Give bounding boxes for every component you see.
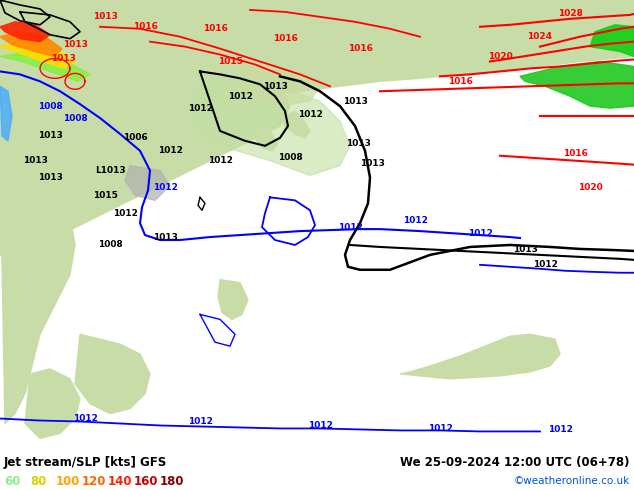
Text: 80: 80: [30, 474, 46, 488]
Text: 1016: 1016: [448, 77, 472, 86]
Text: 140: 140: [108, 474, 133, 488]
Text: 1012: 1012: [403, 216, 427, 225]
Text: 1012: 1012: [207, 156, 233, 165]
Polygon shape: [520, 61, 634, 108]
Polygon shape: [400, 334, 560, 379]
Text: 1012: 1012: [548, 425, 573, 434]
Polygon shape: [0, 22, 50, 42]
Polygon shape: [75, 334, 150, 414]
Polygon shape: [590, 25, 634, 56]
Polygon shape: [0, 156, 75, 423]
Polygon shape: [252, 126, 278, 151]
Text: 120: 120: [82, 474, 107, 488]
Polygon shape: [0, 42, 75, 69]
Text: 1012: 1012: [427, 424, 453, 433]
Text: 1013: 1013: [93, 12, 117, 22]
Text: 160: 160: [134, 474, 158, 488]
Text: 1016: 1016: [133, 22, 157, 31]
Text: 1013: 1013: [512, 245, 538, 254]
Text: 60: 60: [4, 474, 20, 488]
Text: 1012: 1012: [153, 183, 178, 192]
Text: 100: 100: [56, 474, 81, 488]
Text: 1016: 1016: [273, 34, 297, 43]
Polygon shape: [0, 0, 290, 255]
Text: 1024: 1024: [527, 32, 552, 41]
Text: 1016: 1016: [202, 24, 228, 33]
Polygon shape: [0, 51, 90, 81]
Text: 1012: 1012: [188, 417, 212, 426]
Text: 1008: 1008: [37, 101, 62, 111]
Text: 1013: 1013: [63, 40, 87, 49]
Text: ©weatheronline.co.uk: ©weatheronline.co.uk: [514, 476, 630, 486]
Text: 1013: 1013: [37, 131, 62, 140]
Text: L1013: L1013: [94, 166, 126, 175]
Text: 1013: 1013: [23, 156, 48, 165]
Text: 1015: 1015: [93, 191, 117, 200]
Text: 1012: 1012: [158, 146, 183, 155]
Text: 1008: 1008: [63, 114, 87, 122]
Text: 1013: 1013: [262, 82, 287, 91]
Text: 1013: 1013: [359, 159, 384, 168]
Text: 1008: 1008: [98, 241, 122, 249]
Polygon shape: [282, 111, 310, 138]
Text: 1012: 1012: [337, 222, 363, 232]
Text: We 25-09-2024 12:00 UTC (06+78): We 25-09-2024 12:00 UTC (06+78): [401, 456, 630, 469]
Text: Jet stream/SLP [kts] GFS: Jet stream/SLP [kts] GFS: [4, 456, 167, 469]
Text: 1012: 1012: [297, 110, 323, 119]
Text: 1013: 1013: [153, 233, 178, 242]
Polygon shape: [190, 76, 350, 175]
Text: 1012: 1012: [533, 260, 557, 270]
Text: 1020: 1020: [488, 52, 512, 61]
Text: 180: 180: [160, 474, 184, 488]
Text: 1013: 1013: [51, 54, 75, 63]
Polygon shape: [125, 166, 170, 200]
Text: 1006: 1006: [122, 133, 147, 143]
Polygon shape: [25, 369, 80, 439]
Text: 1013: 1013: [37, 173, 62, 182]
Text: 1016: 1016: [562, 149, 588, 158]
Text: 1013: 1013: [342, 97, 368, 106]
Text: 1028: 1028: [557, 9, 583, 19]
Polygon shape: [0, 32, 62, 56]
Text: 1015: 1015: [217, 57, 242, 66]
Polygon shape: [0, 86, 12, 141]
Text: 1012: 1012: [467, 228, 493, 238]
Text: 1012: 1012: [228, 92, 252, 101]
Text: 1016: 1016: [347, 44, 372, 53]
Polygon shape: [235, 67, 320, 106]
Text: 1008: 1008: [278, 153, 302, 162]
Text: 1012: 1012: [113, 209, 138, 218]
Polygon shape: [0, 0, 634, 126]
Text: 1013: 1013: [346, 139, 370, 148]
Text: 1012: 1012: [188, 103, 212, 113]
Text: 1012: 1012: [72, 414, 98, 423]
Text: 1020: 1020: [578, 183, 602, 192]
Polygon shape: [218, 280, 248, 319]
Text: 1012: 1012: [307, 421, 332, 430]
